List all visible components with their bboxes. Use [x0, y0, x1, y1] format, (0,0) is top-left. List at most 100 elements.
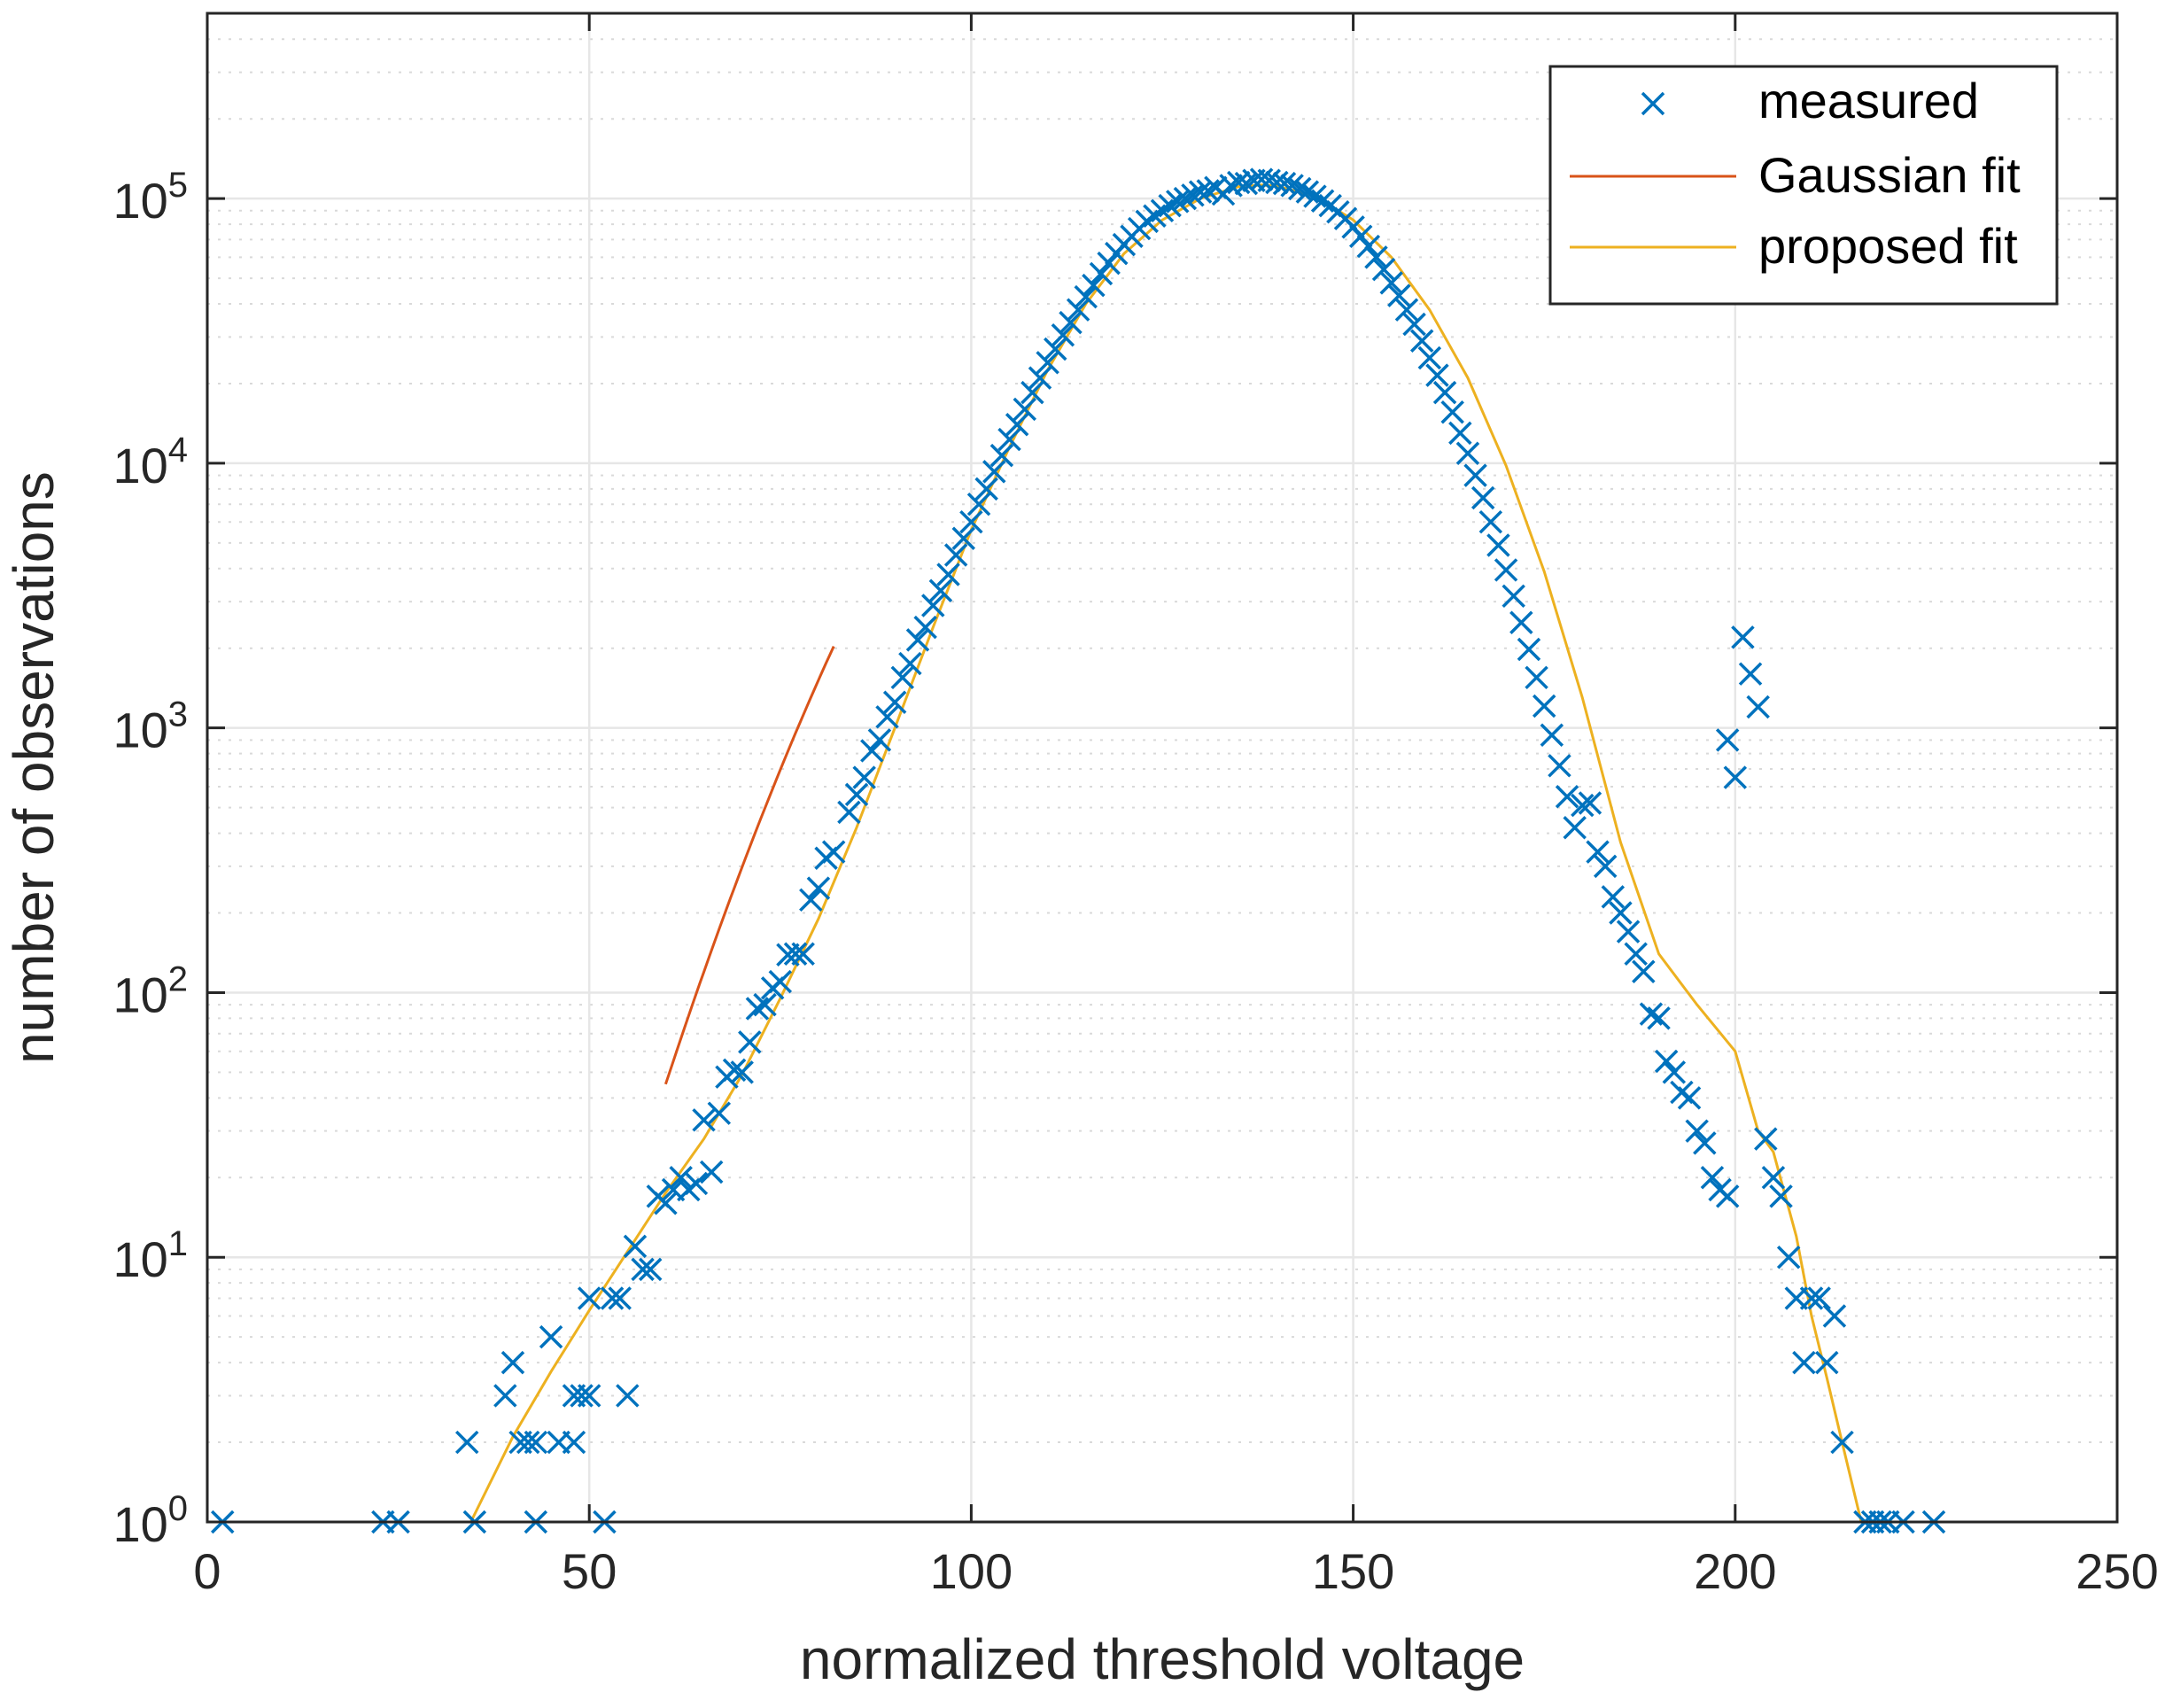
y-tick-label-exponent: 3	[168, 695, 188, 734]
measured-point	[570, 1384, 594, 1408]
measured-point	[1074, 284, 1098, 309]
measured-point	[1639, 1002, 1664, 1026]
measured-point	[1028, 366, 1052, 390]
measured-point	[1502, 584, 1525, 609]
measured-point	[951, 526, 976, 551]
measured-point	[982, 460, 1006, 484]
measured-point	[1287, 176, 1312, 201]
measured-point	[875, 705, 899, 729]
measured-point	[1440, 400, 1464, 424]
measured-point	[1234, 171, 1259, 196]
measured-point	[608, 1286, 632, 1310]
measured-point	[966, 492, 991, 516]
measured-point	[654, 1192, 678, 1215]
x-tick-label: 50	[562, 1543, 617, 1599]
legend-box	[1548, 65, 2059, 306]
measured-point	[791, 942, 815, 967]
measured-point	[1066, 298, 1090, 322]
measured-point	[1494, 558, 1518, 582]
y-tick-label: 101	[113, 1224, 188, 1287]
legend-label-proposed-fit: proposed fit	[1758, 218, 2018, 274]
measured-point	[1517, 637, 1541, 662]
measured-point	[1005, 413, 1029, 437]
y-tick-label: 100	[113, 1489, 188, 1552]
gaussian-fit-line	[663, 645, 835, 1085]
y-tick-label-exponent: 0	[168, 1489, 188, 1528]
measured-point	[1348, 224, 1373, 249]
measured-point	[1723, 765, 1748, 789]
legend: measured Gaussian fit proposed fit	[1548, 65, 2059, 306]
y-tick-label: 103	[113, 695, 188, 758]
measured-point	[631, 1257, 655, 1282]
measured-point	[1677, 1086, 1702, 1110]
y-tick-label: 102	[113, 959, 188, 1022]
measured-point	[783, 942, 808, 967]
y-tick-label-base: 10	[113, 1496, 167, 1552]
measured-point	[1525, 665, 1548, 690]
y-tick-label-exponent: 4	[168, 431, 188, 470]
measured-point	[860, 739, 884, 763]
measured-point	[1387, 283, 1411, 307]
measured-point	[577, 1384, 601, 1408]
measured-point	[1624, 942, 1648, 967]
measured-point	[1044, 337, 1067, 361]
measured-point	[867, 728, 892, 752]
measured-point	[1593, 854, 1618, 879]
measured-point	[1455, 441, 1480, 465]
measured-point	[600, 1286, 625, 1310]
y-tick-label-base: 10	[113, 703, 167, 758]
measured-point	[997, 427, 1021, 452]
measured-point	[1601, 885, 1626, 909]
y-tick-label: 104	[113, 431, 188, 493]
measured-point	[1738, 662, 1763, 686]
measured-point	[768, 969, 793, 994]
x-axis-title: normalized threshold voltage	[800, 1627, 1525, 1691]
y-tick-label-base: 10	[113, 967, 167, 1022]
y-tick-label-base: 10	[113, 1231, 167, 1287]
measured-point	[1478, 509, 1503, 534]
measured-point	[844, 782, 869, 807]
measured-point	[699, 1160, 724, 1184]
measured-point	[1448, 421, 1472, 446]
measured-point	[1815, 1350, 1839, 1375]
measured-point	[684, 1171, 709, 1196]
measured-point	[921, 594, 945, 617]
measured-point	[1731, 625, 1755, 649]
y-tick-label-exponent: 2	[168, 959, 188, 998]
x-tick-label: 100	[930, 1543, 1013, 1599]
measured-point	[1715, 1184, 1740, 1208]
x-tick-label: 150	[1312, 1543, 1394, 1599]
measured-point	[707, 1101, 732, 1125]
measured-point	[913, 615, 937, 640]
y-tick-label-exponent: 5	[168, 166, 188, 205]
y-axis-title: number of observations	[2, 471, 66, 1064]
measured-point	[616, 1384, 640, 1408]
measured-point	[516, 1430, 540, 1455]
gaussian-fit-layer	[663, 645, 835, 1085]
measured-point	[1379, 271, 1403, 295]
measured-point	[974, 477, 998, 501]
measured-point	[1632, 959, 1656, 984]
measured-point	[1402, 312, 1426, 337]
measured-point	[692, 1108, 716, 1132]
measured-point	[493, 1384, 517, 1408]
measured-point	[1364, 245, 1388, 269]
x-tick-label: 250	[2076, 1543, 2158, 1599]
legend-label-gaussian-fit: Gaussian fit	[1758, 147, 2021, 203]
measured-point	[1769, 1184, 1793, 1208]
measured-point	[577, 1286, 601, 1310]
measured-point	[1409, 329, 1434, 353]
measured-point	[882, 690, 907, 714]
measured-point	[1540, 723, 1564, 747]
measured-point	[1761, 1166, 1786, 1190]
measured-point	[1486, 533, 1510, 557]
measured-point	[1807, 1286, 1831, 1310]
measured-point	[501, 1350, 525, 1375]
measured-point	[1654, 1049, 1679, 1074]
measured-point	[1417, 345, 1442, 370]
measured-point	[1036, 351, 1059, 375]
measured-markers	[211, 167, 1946, 1534]
measured-point	[1799, 1286, 1824, 1310]
